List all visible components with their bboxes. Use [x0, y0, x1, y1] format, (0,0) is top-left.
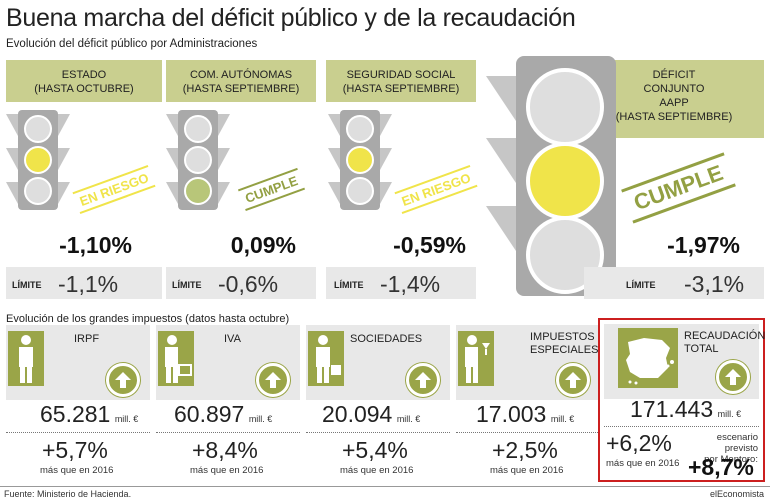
tax-card-irpf: IRPF 65.281 mill. €	[6, 325, 150, 437]
admin-header-estado: ESTADO (HASTA OCTUBRE)	[6, 60, 162, 102]
tax-growth-label: más que en 2016	[340, 465, 414, 476]
tax-name: IVA	[224, 333, 241, 345]
tax-growth-iva: +8,4%	[192, 437, 258, 463]
admin-header-ccaa: COM. AUTÓNOMAS (HASTA SEPTIEMBRE)	[166, 60, 316, 102]
traffic-light-estado	[6, 110, 70, 210]
source-note: Fuente: Ministerio de Hacienda.	[4, 489, 132, 499]
taxes-section-title: Evolución de los grandes impuestos (dato…	[6, 313, 290, 325]
arrow-up-icon	[406, 363, 440, 397]
tax-value-row: 60.897 mill. €	[174, 401, 273, 427]
tax-value-row: 171.443 mill. €	[630, 396, 742, 422]
deficit-value-conjunto: -1,97%	[667, 232, 740, 258]
limit-label: LÍMITE	[334, 280, 364, 290]
divider	[456, 432, 600, 433]
tax-value-row: 17.003 mill. €	[476, 401, 575, 427]
limit-label: LÍMITE	[172, 280, 202, 290]
businessman-icon	[308, 331, 344, 386]
tax-growth-irpf: +5,7%	[42, 437, 108, 463]
deficit-value-estado: -1,10%	[59, 232, 132, 258]
spain-map-icon	[618, 328, 678, 388]
limit-value-estado: -1,1%	[58, 271, 119, 297]
divider	[306, 432, 450, 433]
traffic-light-ss	[328, 110, 392, 210]
tax-card-iva: IVA 60.897 mill. €	[156, 325, 300, 437]
status-stamp-conjunto: CUMPLE	[621, 152, 736, 224]
limit-label: LÍMITE	[12, 280, 42, 290]
limit-value-ccaa: -0,6%	[218, 271, 279, 297]
divider	[6, 432, 150, 433]
traffic-light-ccaa	[166, 110, 230, 210]
arrow-up-icon	[256, 363, 290, 397]
tax-growth-label: más que en 2016	[606, 458, 680, 469]
limit-value-conjunto: -3,1%	[684, 271, 745, 297]
deficit-value-ss: -0,59%	[393, 232, 466, 258]
page-title: Buena marcha del déficit público y de la…	[6, 4, 576, 32]
limit-bar-conjunto	[584, 267, 764, 299]
person-icon	[8, 331, 44, 386]
arrow-up-icon	[716, 360, 750, 394]
tax-name: IMPUESTOS ESPECIALES	[530, 331, 599, 356]
divider	[156, 432, 300, 433]
tax-card-sociedades: SOCIEDADES 20.094 mill. €	[306, 325, 450, 437]
limit-value-ss: -1,4%	[380, 271, 441, 297]
page-subtitle: Evolución del déficit público por Admini…	[6, 38, 258, 50]
shopping-person-icon	[158, 331, 194, 386]
tax-card-especiales: IMPUESTOS ESPECIALES 17.003 mill. €	[456, 325, 600, 437]
limit-bar-ss	[326, 267, 476, 299]
divider	[604, 426, 759, 427]
admin-header-ss: SEGURIDAD SOCIAL (HASTA SEPTIEMBRE)	[326, 60, 476, 102]
tax-name: SOCIEDADES	[350, 333, 423, 345]
footer-rule	[0, 486, 770, 487]
tax-value-row: 20.094 mill. €	[322, 401, 421, 427]
limit-bar-ccaa	[166, 267, 316, 299]
tax-growth-especiales: +2,5%	[492, 437, 558, 463]
arrow-up-icon	[106, 363, 140, 397]
brand-logo: elEconomista	[709, 489, 764, 499]
scenario-label: escenario previsto por Montoro:	[704, 432, 758, 465]
drinking-person-icon	[458, 331, 494, 386]
limit-bar-estado	[6, 267, 162, 299]
status-stamp-ss: EN RIESGO	[394, 164, 478, 215]
tax-growth-label: más que en 2016	[490, 465, 564, 476]
scenario-value: +8,7%	[688, 454, 754, 480]
status-stamp-estado: EN RIESGO	[72, 164, 156, 215]
total-card: RECAUDACIÓN TOTAL 171.443 mill. € +6,2% …	[598, 318, 765, 482]
tax-name: RECAUDACIÓN TOTAL	[684, 330, 766, 355]
tax-value-row: 65.281 mill. €	[40, 401, 139, 427]
status-stamp-ccaa: CUMPLE	[237, 167, 305, 212]
limit-label: LÍMITE	[626, 280, 656, 290]
total-growth: +6,2%	[606, 430, 672, 456]
arrow-up-icon	[556, 363, 590, 397]
traffic-light-conjunto	[486, 56, 626, 306]
tax-growth-label: más que en 2016	[190, 465, 264, 476]
tax-name: IRPF	[74, 333, 100, 345]
tax-growth-label: más que en 2016	[40, 465, 114, 476]
tax-growth-sociedades: +5,4%	[342, 437, 408, 463]
deficit-value-ccaa: 0,09%	[230, 232, 296, 258]
